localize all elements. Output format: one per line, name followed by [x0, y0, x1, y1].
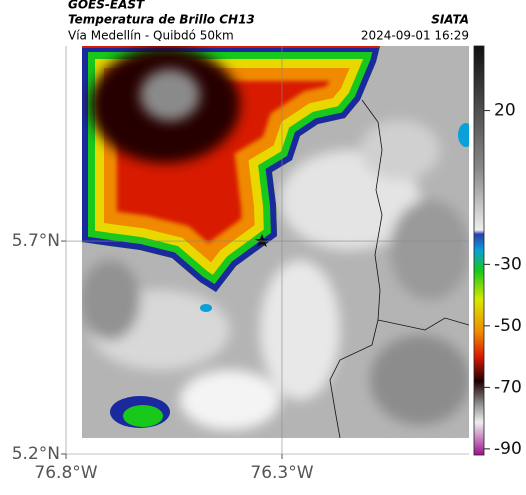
supertitle: GOES-EAST: [68, 0, 145, 12]
colorbar-tick-label: -50: [494, 316, 522, 336]
source: SIATA: [431, 13, 469, 27]
y-tick-label: 5.7°N: [12, 231, 60, 251]
title: Temperatura de Brillo CH13: [68, 13, 255, 27]
subtitle: Vía Medellín - Quibdó 50km: [68, 29, 234, 43]
y-tick-label: 5.2°N: [12, 444, 60, 464]
colorbar-tick-label: -90: [494, 439, 522, 459]
x-tick-label: 76.3°W: [250, 463, 313, 483]
colorbar-tick-label: -30: [494, 254, 522, 274]
colorbar-tick-label: -70: [494, 377, 522, 397]
timestamp: 2024-09-01 16:29: [361, 29, 469, 43]
colorbar: [473, 45, 485, 456]
colorbar-tick-label: 20: [494, 101, 516, 121]
x-tick-label: 76.8°W: [34, 463, 97, 483]
satellite-image: [82, 46, 469, 438]
